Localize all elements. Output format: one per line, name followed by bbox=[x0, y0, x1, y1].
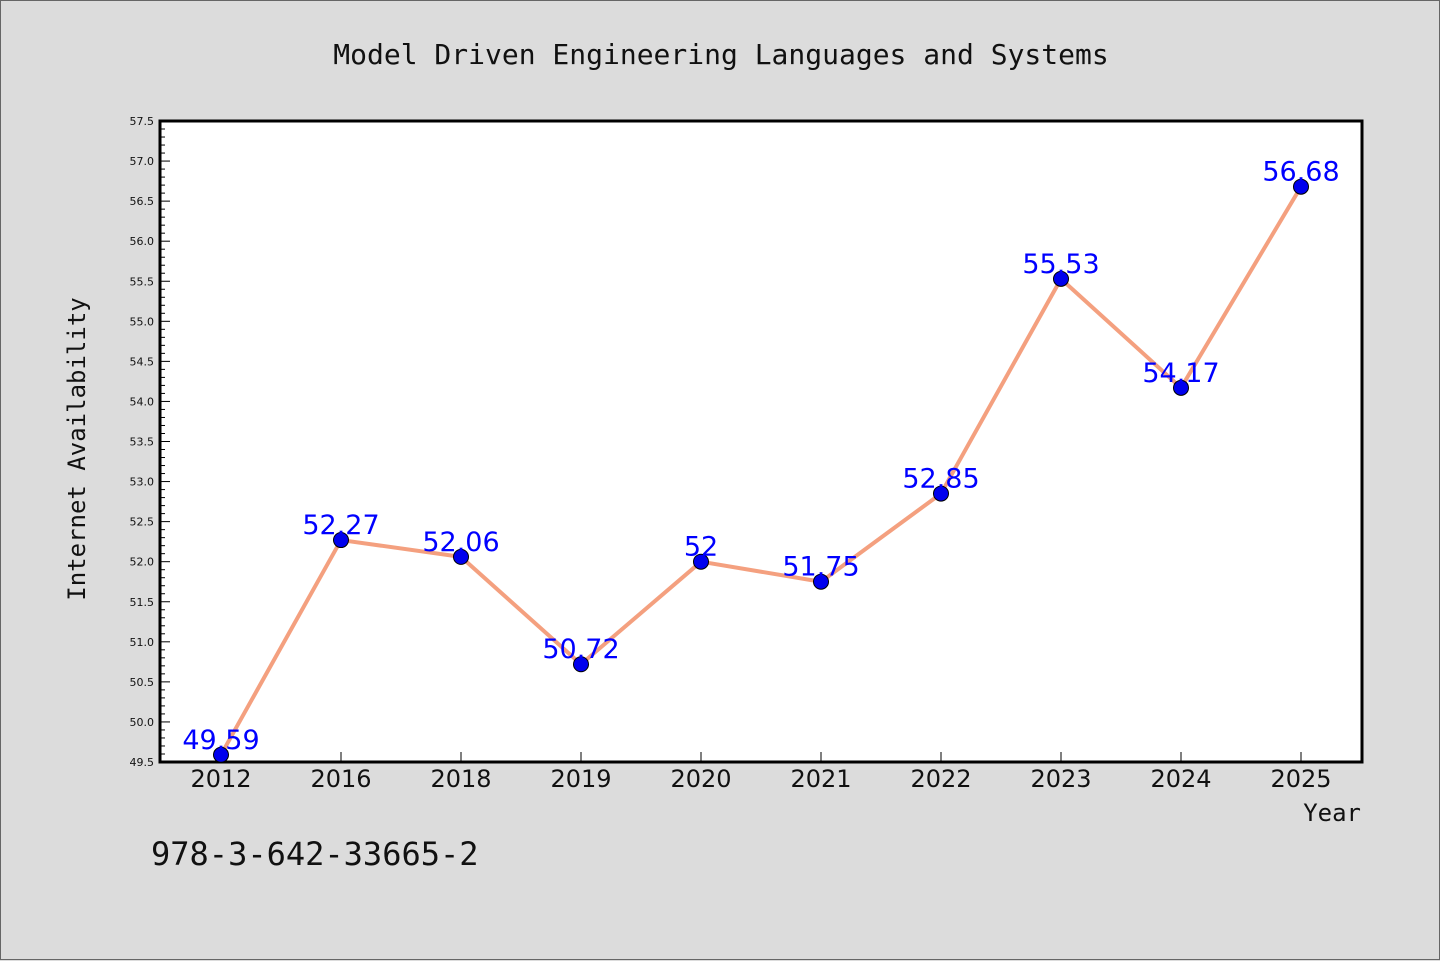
data-label: 52.85 bbox=[902, 464, 979, 495]
data-point bbox=[573, 656, 589, 673]
x-tick-label: 2024 bbox=[1150, 765, 1211, 793]
y-axis-label: Internet Availability bbox=[63, 297, 91, 600]
y-tick-label: 52.5 bbox=[130, 516, 155, 529]
x-tick-label: 2025 bbox=[1270, 765, 1331, 793]
footer-isbn: 978-3-642-33665-2 bbox=[151, 835, 479, 873]
y-tick-label: 53.5 bbox=[130, 436, 155, 449]
data-label: 52.06 bbox=[422, 527, 499, 558]
x-tick-label: 2012 bbox=[190, 765, 251, 793]
x-tick-label: 2021 bbox=[790, 765, 851, 793]
data-label: 52 bbox=[684, 532, 718, 563]
x-tick-label: 2023 bbox=[1030, 765, 1091, 793]
y-tick-label: 57.5 bbox=[130, 115, 155, 128]
data-label: 52.27 bbox=[302, 510, 379, 541]
y-tick-label: 55.0 bbox=[130, 315, 155, 328]
data-point bbox=[1293, 178, 1309, 195]
x-tick-label: 2016 bbox=[310, 765, 371, 793]
series-group bbox=[213, 178, 1309, 763]
data-label: 50.72 bbox=[542, 634, 619, 665]
data-labels-group: 49.59 52.27 52.06 50.72 52 51.75 52.85 55.53 54.… bbox=[182, 157, 1339, 756]
data-point bbox=[933, 485, 949, 502]
x-axis-label: Year bbox=[1303, 799, 1361, 827]
y-tick-label: 56.5 bbox=[130, 195, 155, 208]
y-tick-label: 54.5 bbox=[130, 355, 155, 368]
y-tick-label: 51.0 bbox=[130, 636, 155, 649]
chart-title: Model Driven Engineering Languages and S… bbox=[333, 38, 1108, 71]
data-point bbox=[693, 553, 709, 570]
data-point bbox=[1173, 379, 1189, 396]
y-tick-label: 53.0 bbox=[130, 476, 155, 489]
data-point bbox=[333, 532, 349, 549]
x-tick-label: 2018 bbox=[430, 765, 491, 793]
x-tick-label: 2022 bbox=[910, 765, 971, 793]
y-tick-label: 50.0 bbox=[130, 716, 155, 729]
data-label: 54.17 bbox=[1142, 358, 1219, 389]
x-axis: 2012 2016 2018 2019 2020 2021 2022 2023 2024 2025 bbox=[190, 752, 1332, 793]
y-tick-label: 51.5 bbox=[130, 596, 155, 609]
data-point bbox=[213, 746, 229, 763]
y-tick-label: 49.5 bbox=[130, 756, 155, 769]
data-point bbox=[1053, 270, 1069, 287]
y-tick-label: 55.5 bbox=[130, 275, 155, 288]
data-label: 49.59 bbox=[182, 725, 259, 756]
series-line bbox=[219, 185, 1303, 756]
data-label: 55.53 bbox=[1022, 249, 1099, 280]
data-label: 51.75 bbox=[782, 552, 859, 583]
y-axis: 49.5 50.0 50.5 51.0 51.5 52.0 52.5 53.0 53.5 54.0… bbox=[130, 115, 170, 769]
y-tick-label: 54.0 bbox=[130, 395, 155, 408]
y-tick-label: 50.5 bbox=[130, 676, 155, 689]
y-tick-label: 52.0 bbox=[130, 556, 155, 569]
x-tick-label: 2020 bbox=[670, 765, 731, 793]
y-tick-label: 57.0 bbox=[130, 155, 155, 168]
x-tick-label: 2019 bbox=[550, 765, 611, 793]
data-label: 56.68 bbox=[1262, 157, 1339, 188]
data-point bbox=[453, 548, 469, 565]
plot-area bbox=[158, 119, 1364, 764]
y-tick-label: 56.0 bbox=[130, 235, 155, 248]
data-point bbox=[813, 573, 829, 590]
